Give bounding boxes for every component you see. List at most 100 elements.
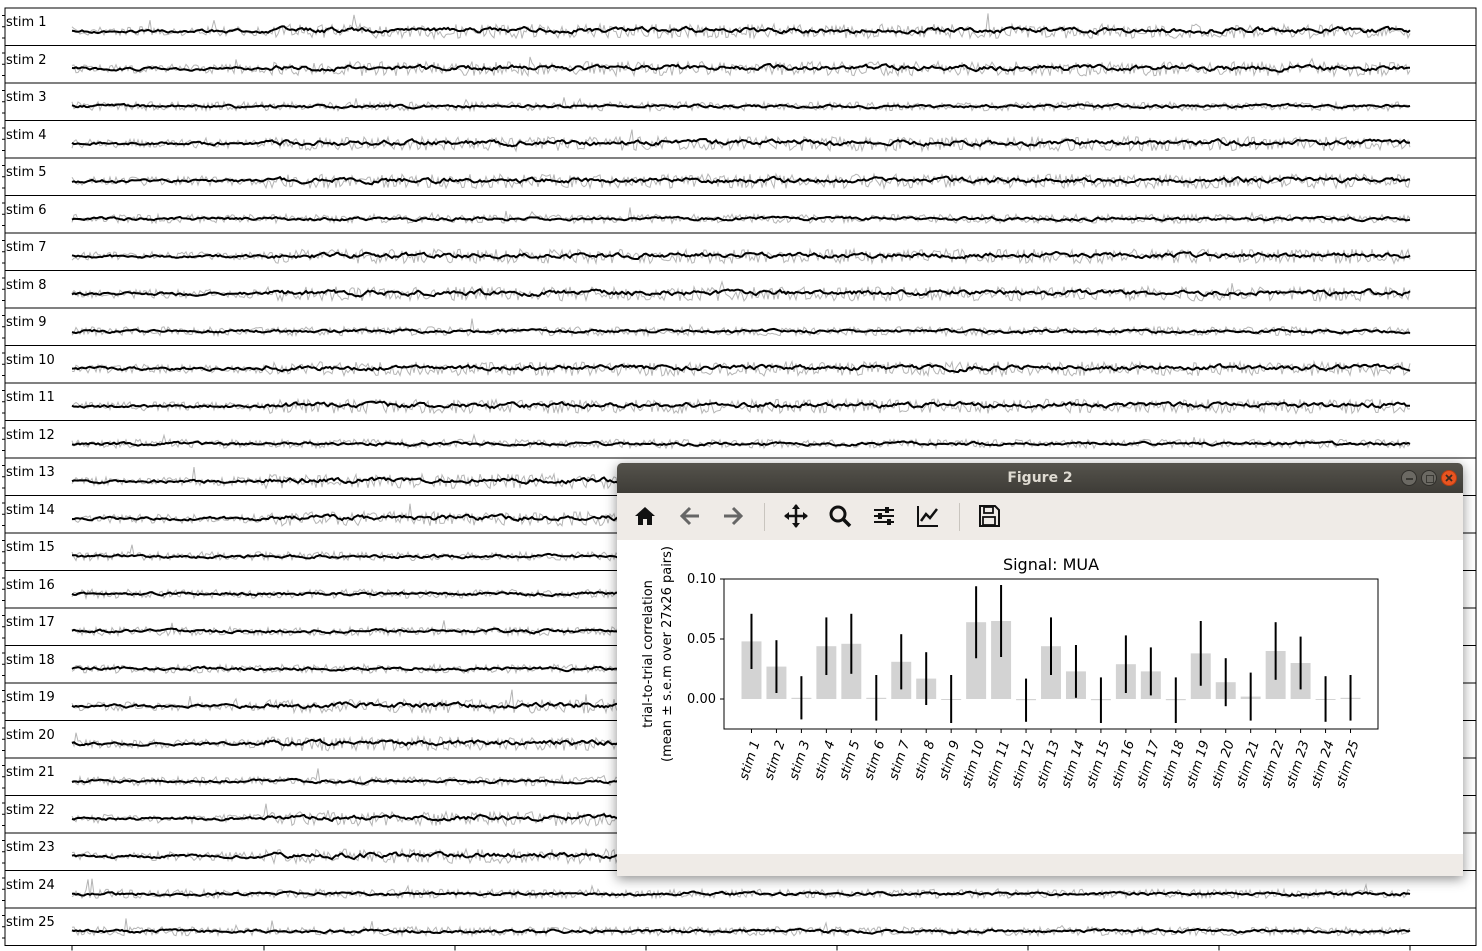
trace-axes [2, 120, 1477, 159]
x-tick-label: stim 2 [762, 739, 789, 782]
zoom-button[interactable] [825, 501, 855, 531]
bar [991, 621, 1012, 699]
home-button[interactable] [630, 501, 660, 531]
stim-label: stim 9 [6, 315, 47, 330]
axes-frame [4, 270, 1477, 309]
back-button[interactable] [675, 501, 705, 531]
y-tick-label: 0.05 [687, 632, 716, 647]
window-titlebar[interactable]: Figure 2 [617, 463, 1463, 493]
forward-arrow-icon [724, 506, 744, 526]
mean-trace [71, 25, 1411, 36]
plot-frame [723, 578, 1379, 730]
mean-trace [71, 400, 1410, 410]
x-tick-label: stim 25 [1333, 739, 1362, 790]
axes-frame [4, 195, 1477, 234]
stim-label: stim 3 [6, 90, 47, 105]
close-button[interactable] [1441, 470, 1457, 486]
trace-axes [2, 82, 1477, 121]
close-icon [1445, 474, 1453, 482]
stim-label: stim 1 [6, 15, 47, 30]
x-tick-label: stim 4 [812, 739, 839, 782]
bar-chart: Signal: MUA trial-to-trial correlation (me… [641, 546, 1379, 790]
y-tick-label: 0.10 [687, 572, 716, 587]
stim-label: stim 23 [6, 840, 55, 855]
save-button[interactable] [974, 501, 1004, 531]
trace-axes [2, 232, 1477, 271]
trace-axes [2, 157, 1477, 196]
trial-traces [71, 247, 1411, 266]
mean-trace [71, 250, 1411, 260]
minimize-button[interactable] [1401, 470, 1417, 486]
trial-traces [71, 359, 1411, 378]
trial-traces [71, 397, 1411, 415]
stim-label: stim 18 [6, 652, 55, 668]
trial-traces [71, 172, 1411, 190]
trace-axes [2, 382, 1477, 421]
stim-label: stim 10 [6, 352, 55, 368]
mean-trace [71, 327, 1411, 335]
figure-canvas[interactable]: Signal: MUA trial-to-trial correlation (me… [617, 540, 1463, 854]
y-axis-label: (mean ± s.e.m over 27x26 pairs) [660, 546, 675, 762]
window-title: Figure 2 [1007, 470, 1073, 486]
stim-label: stim 22 [6, 802, 55, 818]
mean-trace [71, 890, 1411, 897]
stim-label: stim 24 [6, 877, 55, 893]
bar [966, 622, 987, 699]
configure-subplots-button[interactable] [869, 501, 899, 531]
forward-button[interactable] [718, 501, 748, 531]
chart-title: Signal: MUA [1003, 555, 1099, 574]
stim-label: stim 13 [6, 465, 55, 480]
x-tick-label: stim 1 [737, 739, 764, 782]
stim-label: stim 11 [6, 390, 55, 405]
axes-frame [4, 870, 1477, 909]
y-axis-label: trial-to-trial correlation [641, 580, 656, 728]
x-tick-label: stim 3 [787, 739, 814, 782]
axes-frame [4, 907, 1477, 946]
maximize-icon [1426, 475, 1434, 483]
save-floppy-icon [979, 505, 1000, 527]
mean-trace [71, 440, 1411, 447]
minimize-icon [1406, 478, 1413, 480]
pan-button[interactable] [781, 501, 811, 531]
stim-label: stim 4 [6, 127, 47, 143]
zoom-magnifier-icon [829, 505, 852, 528]
stim-label: stim 12 [6, 427, 55, 443]
trace-axes [2, 45, 1477, 84]
axes-frame [4, 345, 1477, 384]
stim-label: stim 6 [6, 202, 47, 218]
figure-2-window[interactable]: Figure 2 [617, 463, 1463, 876]
trace-axes [2, 345, 1477, 384]
axes-frame [4, 7, 1477, 46]
edit-axis-icon [917, 506, 938, 527]
x-tick-label: stim 8 [912, 739, 939, 782]
trial-traces [71, 129, 1411, 153]
x-tick-label: stim 5 [837, 739, 864, 782]
bar [741, 641, 762, 699]
mean-trace [71, 287, 1411, 298]
x-tick-label: stim 9 [936, 739, 963, 782]
mean-trace [71, 62, 1410, 73]
configure-subplots-icon [874, 507, 894, 525]
axes-frame [4, 232, 1477, 271]
mean-trace [71, 215, 1411, 223]
trace-axes [2, 195, 1477, 234]
trace-axes [2, 907, 1477, 946]
mean-trace [71, 362, 1411, 374]
mean-trace [71, 927, 1411, 935]
trial-traces [71, 56, 1411, 78]
stim-label: stim 7 [6, 240, 47, 255]
trial-traces [71, 13, 1411, 41]
stim-label: stim 21 [6, 765, 55, 780]
trial-traces [71, 207, 1411, 225]
axes-frame [4, 82, 1477, 121]
stim-label: stim 5 [6, 165, 47, 180]
pan-move-icon [784, 504, 808, 528]
mean-trace [71, 137, 1411, 148]
maximize-button[interactable] [1421, 470, 1437, 486]
stim-label: stim 19 [6, 690, 55, 705]
x-tick-label: stim 7 [887, 738, 914, 782]
toolbar-separator [764, 503, 765, 531]
edit-axis-button[interactable] [913, 501, 943, 531]
navigation-toolbar [617, 493, 1463, 541]
x-tick-label: stim 6 [862, 739, 889, 782]
